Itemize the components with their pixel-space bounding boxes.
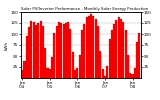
Bar <box>106 66 108 78</box>
Bar <box>102 69 104 78</box>
Bar <box>99 51 101 78</box>
Bar <box>76 68 78 78</box>
Bar <box>108 39 111 78</box>
Bar <box>28 27 30 78</box>
Bar <box>125 30 127 78</box>
Bar <box>72 52 74 78</box>
Text: Solar PV/Inverter Performance - Monthly Solar Energy Production: Solar PV/Inverter Performance - Monthly … <box>21 7 148 11</box>
Bar <box>33 22 35 78</box>
Bar <box>83 24 85 78</box>
Bar <box>104 76 106 78</box>
Bar <box>63 24 65 78</box>
Bar <box>85 17 88 78</box>
Bar <box>136 42 138 78</box>
Bar <box>79 55 81 78</box>
Bar <box>26 36 28 78</box>
Bar <box>113 24 115 78</box>
Bar <box>58 22 60 78</box>
Bar <box>118 17 120 78</box>
Bar <box>138 33 140 78</box>
Bar <box>24 61 25 78</box>
Y-axis label: kWh: kWh <box>5 40 9 50</box>
Bar <box>122 22 124 78</box>
Bar <box>30 21 32 78</box>
Bar <box>111 30 113 78</box>
Bar <box>67 22 69 78</box>
Bar <box>44 48 46 78</box>
Bar <box>51 57 53 78</box>
Bar <box>56 26 58 78</box>
Bar <box>92 16 94 78</box>
Bar <box>40 21 42 78</box>
Bar <box>53 33 55 78</box>
Bar <box>49 69 51 78</box>
Bar <box>60 23 62 78</box>
Bar <box>120 19 122 78</box>
Bar <box>134 68 136 78</box>
Bar <box>37 23 39 78</box>
Bar <box>46 68 48 78</box>
Bar <box>115 20 117 78</box>
Bar <box>97 26 99 78</box>
Bar <box>65 23 67 78</box>
Bar <box>129 73 131 78</box>
Bar <box>95 19 97 78</box>
Bar <box>81 30 83 78</box>
Bar <box>127 55 129 78</box>
Bar <box>42 26 44 78</box>
Bar <box>35 25 37 78</box>
Bar <box>74 70 76 78</box>
Bar <box>88 16 90 78</box>
Bar <box>21 70 23 78</box>
Bar <box>90 14 92 78</box>
Bar <box>132 74 134 78</box>
Bar <box>69 29 72 78</box>
